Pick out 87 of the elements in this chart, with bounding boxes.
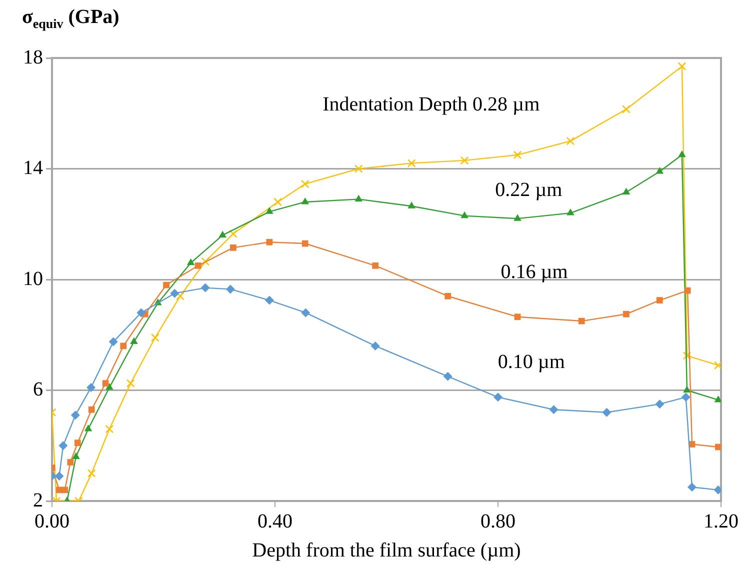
point bbox=[218, 230, 226, 238]
x-axis-title: Depth from the film surface (µm) bbox=[252, 539, 521, 562]
point bbox=[372, 262, 379, 269]
point bbox=[88, 406, 95, 413]
point bbox=[264, 296, 274, 305]
point bbox=[186, 258, 195, 266]
point bbox=[602, 408, 612, 417]
point bbox=[87, 469, 96, 478]
point bbox=[201, 257, 210, 266]
point bbox=[229, 230, 238, 238]
point bbox=[655, 400, 664, 409]
point bbox=[108, 337, 118, 346]
x-tick-label: 0.00 bbox=[34, 510, 70, 532]
point bbox=[578, 318, 585, 324]
point bbox=[102, 380, 109, 387]
point bbox=[460, 156, 469, 165]
point bbox=[678, 150, 686, 158]
point bbox=[72, 452, 80, 459]
point bbox=[513, 150, 522, 160]
point bbox=[354, 164, 363, 173]
y-axis-title: σ$_{equiv}$ (GPa) bbox=[22, 6, 120, 32]
series-label: 0.16 µm bbox=[500, 260, 568, 283]
x-tick-label: 0.80 bbox=[480, 510, 516, 532]
point bbox=[678, 62, 686, 70]
point bbox=[74, 440, 81, 446]
point bbox=[54, 472, 64, 481]
x-tick-label: 1.20 bbox=[704, 510, 738, 532]
point bbox=[684, 287, 691, 294]
point bbox=[714, 395, 721, 402]
point bbox=[715, 444, 721, 450]
point bbox=[86, 382, 96, 392]
point bbox=[226, 284, 235, 294]
x-tick-label: 0.40 bbox=[258, 510, 292, 532]
point bbox=[67, 459, 74, 466]
point bbox=[301, 308, 310, 318]
point bbox=[120, 342, 127, 350]
point bbox=[70, 410, 80, 420]
point bbox=[300, 180, 310, 188]
point bbox=[230, 244, 236, 251]
point bbox=[176, 292, 184, 300]
point bbox=[682, 351, 692, 360]
point bbox=[266, 238, 273, 246]
y-tick-label: 18 bbox=[23, 46, 43, 68]
point bbox=[444, 292, 452, 300]
point bbox=[105, 424, 114, 434]
y-tick-label: 14 bbox=[23, 157, 43, 179]
point bbox=[623, 310, 630, 318]
point bbox=[274, 198, 282, 206]
point bbox=[566, 136, 575, 146]
point bbox=[407, 159, 416, 168]
point bbox=[126, 379, 135, 388]
point bbox=[688, 482, 697, 492]
point bbox=[656, 167, 664, 174]
point bbox=[354, 194, 363, 202]
series-label: 0.10 µm bbox=[498, 350, 566, 373]
point bbox=[163, 282, 170, 288]
point bbox=[62, 486, 68, 494]
point bbox=[84, 424, 92, 432]
point bbox=[370, 341, 380, 350]
point bbox=[130, 337, 138, 344]
y-tick-label: 6 bbox=[33, 378, 43, 400]
y-tick-label: 2 bbox=[33, 489, 43, 512]
point bbox=[549, 405, 558, 414]
point bbox=[514, 214, 522, 221]
point bbox=[170, 288, 180, 298]
point bbox=[443, 372, 452, 381]
point bbox=[408, 202, 416, 208]
point bbox=[150, 333, 160, 342]
point bbox=[266, 207, 274, 214]
point bbox=[301, 197, 309, 204]
point bbox=[681, 392, 690, 402]
y-tick-label: 10 bbox=[23, 268, 43, 290]
point bbox=[566, 208, 574, 216]
point bbox=[622, 105, 630, 114]
point bbox=[200, 283, 210, 292]
point bbox=[194, 262, 202, 269]
series-label: 0.22 µm bbox=[495, 179, 563, 202]
series-label: Indentation Depth 0.28 µm bbox=[322, 93, 540, 116]
point bbox=[136, 308, 146, 318]
point bbox=[656, 297, 663, 304]
point bbox=[622, 188, 630, 195]
point bbox=[58, 441, 68, 450]
point bbox=[460, 211, 468, 218]
point bbox=[514, 314, 521, 320]
point bbox=[302, 240, 308, 247]
point bbox=[683, 386, 691, 392]
point bbox=[494, 392, 502, 402]
